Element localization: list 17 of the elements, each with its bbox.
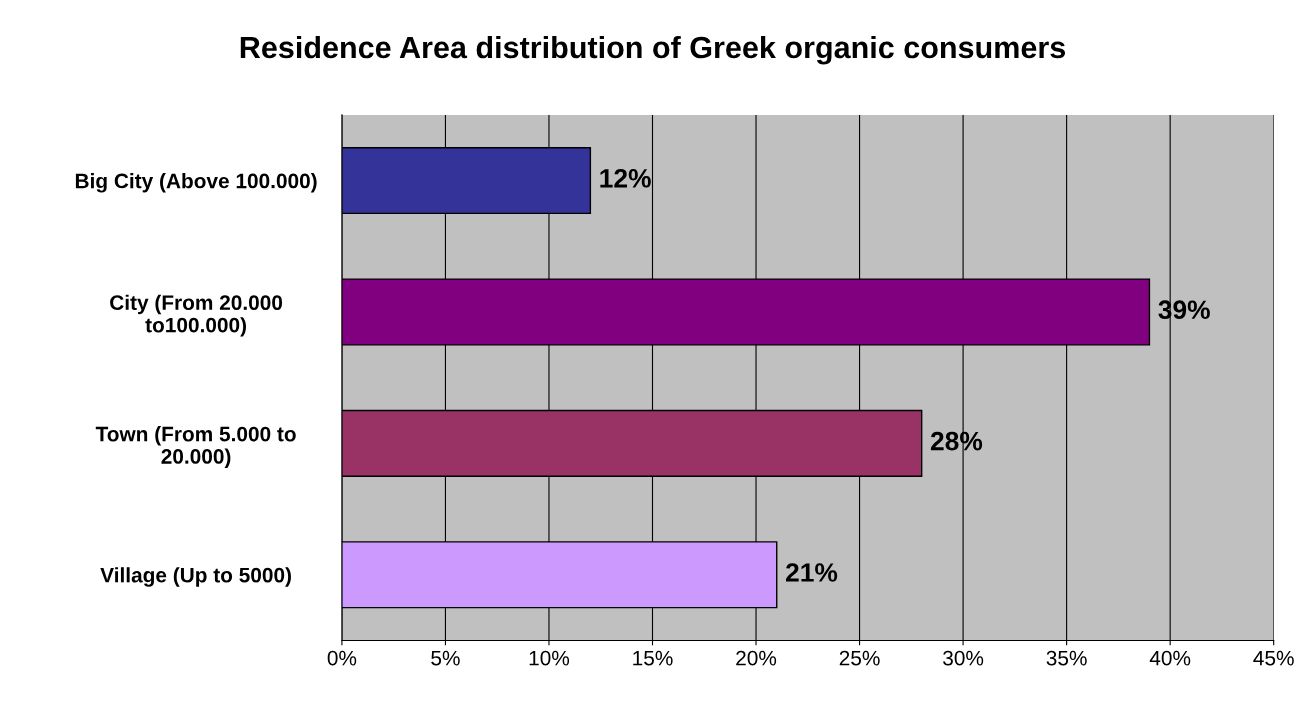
x-tick-label: 25% <box>839 650 880 666</box>
y-tick-label: Big City (Above 100.000) <box>75 173 317 193</box>
x-tick-label: 35% <box>1046 650 1087 666</box>
y-tick-label: Town (From 5.000 to 20.000) <box>95 426 296 468</box>
data-label: 12% <box>600 168 651 188</box>
x-tick-label: 0% <box>327 650 357 666</box>
x-tick-label: 45% <box>1253 650 1294 666</box>
x-tick-label: 15% <box>633 650 673 666</box>
data-label: 21% <box>785 563 838 582</box>
x-tick-label: 20% <box>736 650 777 666</box>
x-tick-label: 5% <box>431 650 460 666</box>
x-tick-label: 10% <box>529 650 570 666</box>
y-tick-label: City (From 20.000 to100.000) <box>110 294 283 337</box>
x-tick-label: 40% <box>1149 650 1191 666</box>
x-tick-label: 30% <box>943 650 984 666</box>
chart-title: Residence Area distribution of Greek organic consumers <box>240 35 1066 65</box>
y-tick-label: Village (Up to 5000) <box>100 567 291 587</box>
